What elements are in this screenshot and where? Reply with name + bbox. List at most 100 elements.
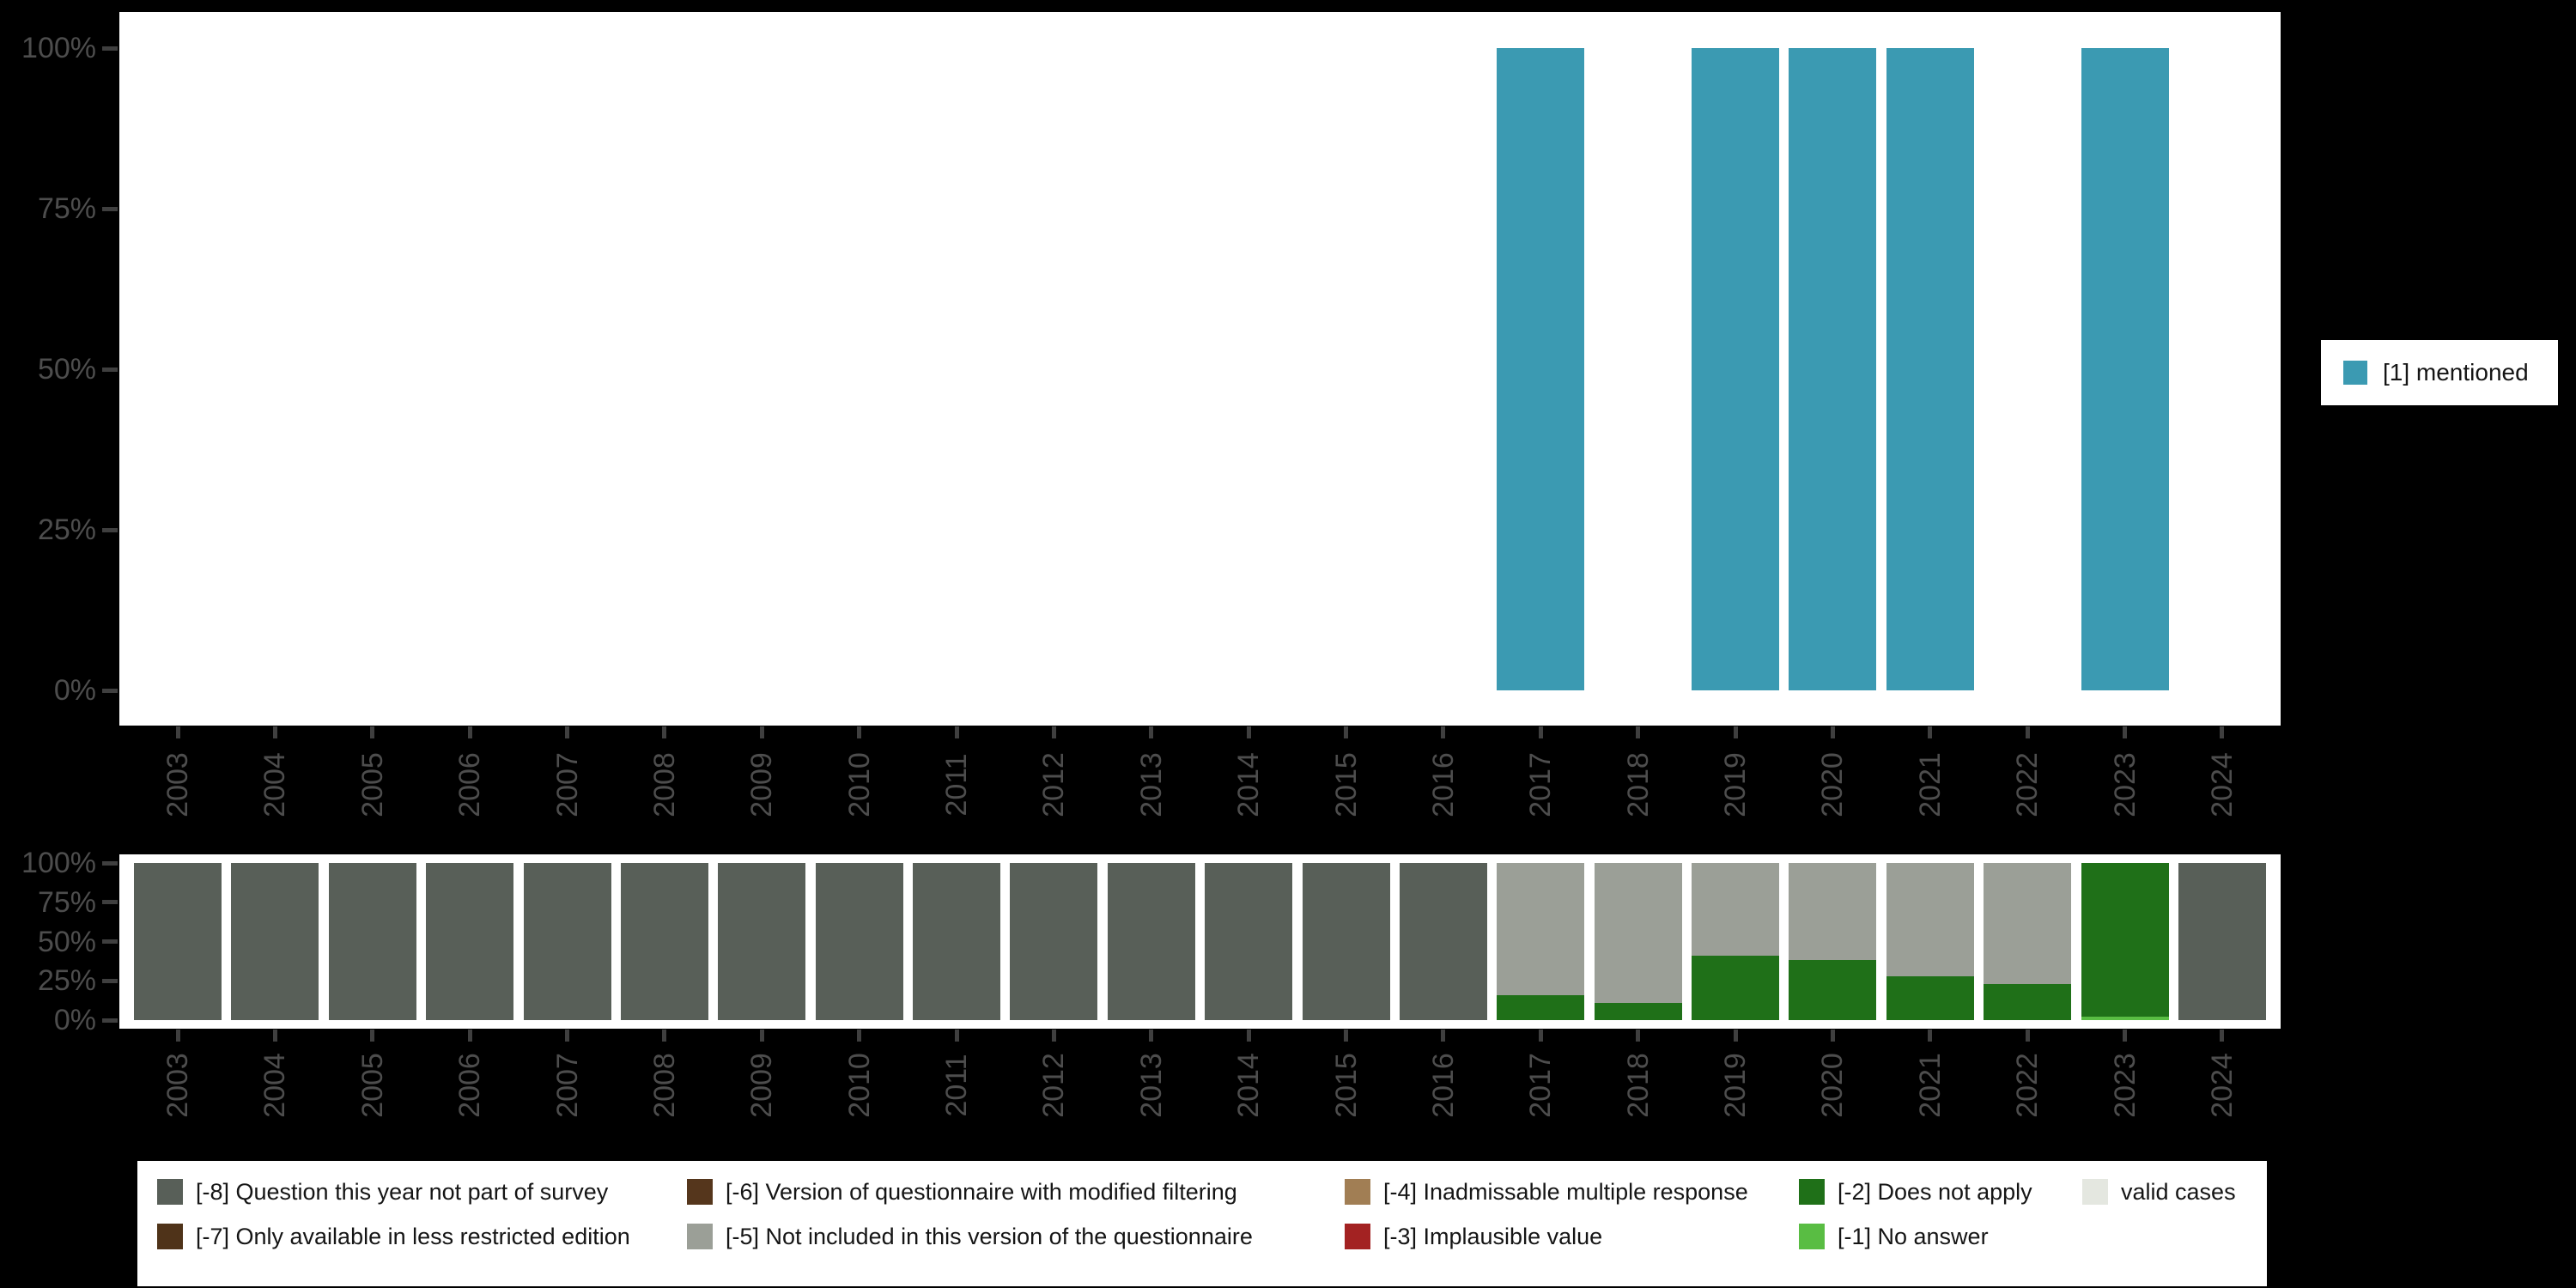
x-axis-tick-mark [1051,726,1056,738]
stacked-bar-segment-2015 [1302,863,1390,1020]
stacked-bar-segment-2018 [1594,1002,1682,1020]
x-axis-year-label: 2008 [647,752,681,817]
x-axis-year-label: 2005 [355,752,389,817]
x-axis-tick-mark [1733,726,1738,738]
x-axis-tick-mark [370,726,375,738]
x-axis-tick-mark [1344,1030,1349,1042]
y-axis-tick-mark [102,206,118,211]
y-axis-tick-label: 25% [37,964,96,998]
y-axis-tick-label: 100% [21,847,96,879]
x-axis-year-label: 2022 [2011,1053,2044,1118]
mentioned-legend-box: [1] mentioned [2321,340,2558,405]
x-axis-year-label: 2012 [1037,1053,1071,1118]
legend-swatch-icon [1799,1179,1825,1205]
x-axis-tick-mark [759,726,764,738]
x-axis-year-label: 2022 [2011,752,2044,817]
x-axis-year-label: 2019 [1719,752,1753,817]
y-axis-tick-label: 50% [37,925,96,958]
x-axis-tick-mark [1344,726,1349,738]
missing-codes-legend-box: [-8] Question this year not part of surv… [137,1161,2267,1286]
stacked-bar-segment-2019 [1692,955,1780,1020]
x-axis-tick-mark [272,726,277,738]
stacked-bar-segment-2021 [1886,863,1974,976]
legend-entry-label: [-8] Question this year not part of surv… [196,1179,609,1205]
x-axis-year-label: 2006 [453,1053,487,1118]
x-axis-year-label: 2007 [550,752,584,817]
x-axis-tick-mark [662,1030,667,1042]
x-axis-year-label: 2014 [1232,1053,1266,1118]
x-axis-year-label: 2011 [940,753,974,817]
x-axis-year-label: 2013 [1134,752,1168,817]
stacked-bar-segment-2003 [134,863,222,1020]
bar-2020 [1789,48,1877,690]
x-axis-year-label: 2010 [842,752,876,817]
x-axis-tick-mark [954,1030,959,1042]
x-axis-year-label: 2004 [258,1053,292,1118]
x-axis-tick-mark [1636,726,1641,738]
stacked-bar-segment-2004 [231,863,319,1020]
x-axis-year-label: 2021 [1913,752,1947,817]
x-axis-tick-mark [954,726,959,738]
mentioned-legend-swatch-icon [2343,361,2367,385]
x-axis-tick-mark [857,1030,862,1042]
legend-entry-label: [-4] Inadmissable multiple response [1383,1179,1748,1205]
x-axis-year-label: 2010 [842,1053,876,1118]
y-axis-tick-mark [102,688,118,693]
x-axis-year-label: 2009 [745,752,779,817]
legend-swatch-icon [687,1224,713,1249]
stacked-bar-segment-2013 [1107,863,1195,1020]
x-axis-tick-mark [1928,1030,1933,1042]
stacked-bar-segment-2023 [2081,1017,2169,1020]
x-axis-year-label: 2016 [1426,1053,1460,1118]
x-axis-tick-mark [272,1030,277,1042]
x-axis-tick-mark [370,1030,375,1042]
x-axis-year-label: 2014 [1232,752,1266,817]
y-axis-tick-mark [102,527,118,532]
x-axis-tick-mark [1246,726,1251,738]
x-axis-tick-mark [2025,726,2030,738]
legend-swatch-icon [1345,1179,1370,1205]
x-axis-year-label: 2009 [745,1053,779,1118]
bar-2021 [1886,48,1974,690]
stacked-bar-segment-2023 [2081,863,2169,1018]
legend-swatch-icon [1799,1224,1825,1249]
stacked-bar-segment-2016 [1399,863,1487,1020]
stacked-bar-segment-2019 [1692,863,1780,956]
x-axis-tick-mark [662,726,667,738]
legend-entry-label: [-3] Implausible value [1383,1224,1603,1249]
x-axis-year-label: 2004 [258,752,292,817]
x-axis-tick-mark [1149,1030,1154,1042]
x-axis-year-label: 2021 [1913,1053,1947,1118]
x-axis-year-label: 2020 [1816,1053,1850,1118]
x-axis-year-label: 2007 [550,1053,584,1118]
x-axis-year-label: 2016 [1426,752,1460,817]
x-axis-tick-mark [1246,1030,1251,1042]
legend-swatch-icon [687,1179,713,1205]
x-axis-year-label: 2024 [2205,1053,2239,1118]
x-axis-tick-mark [467,726,472,738]
legend-entry-label: [-2] Does not apply [1838,1179,2032,1205]
x-axis-year-label: 2023 [2108,1053,2142,1118]
stacked-bar-segment-2017 [1497,994,1585,1020]
stacked-bar-segment-2008 [620,863,708,1020]
stacked-bar-segment-2010 [815,863,903,1020]
x-axis-year-label: 2008 [647,1053,681,1118]
y-axis-tick-label: 0% [53,1004,96,1036]
y-axis-tick-label: 0% [53,674,96,707]
stacked-bar-segment-2007 [523,863,611,1020]
legend-swatch-icon [2082,1179,2108,1205]
x-axis-tick-mark [1928,726,1933,738]
x-axis-tick-mark [857,726,862,738]
stacked-bar-segment-2006 [426,863,514,1020]
x-axis-year-label: 2013 [1134,1053,1168,1118]
x-axis-tick-mark [1051,1030,1056,1042]
stacked-bar-segment-2018 [1594,863,1682,1003]
x-axis-year-label: 2019 [1719,1053,1753,1118]
stacked-bar-segment-2017 [1497,863,1585,995]
x-axis-year-label: 2023 [2108,752,2142,817]
stacked-bar-segment-2020 [1789,960,1877,1020]
stacked-bar-segment-2020 [1789,863,1877,961]
legend-swatch-icon [157,1179,183,1205]
legend-entry-label: [-1] No answer [1838,1224,1989,1249]
